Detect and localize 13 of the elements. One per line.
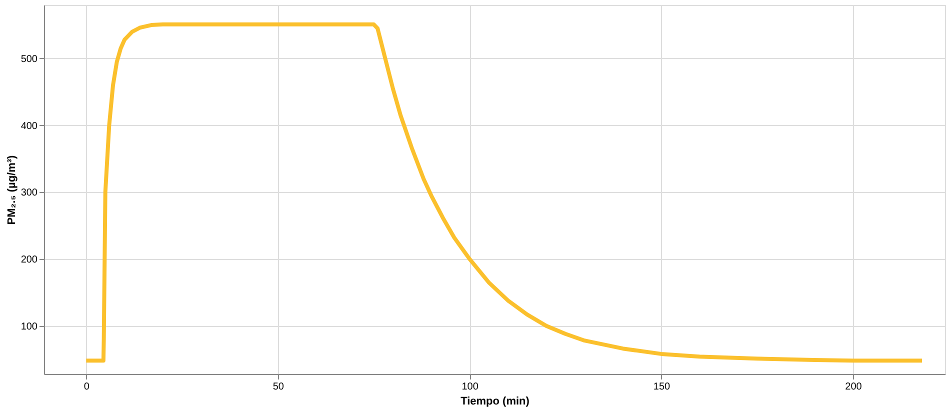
y-tick-label: 200 [20, 254, 38, 266]
y-tick-label: 100 [20, 321, 38, 332]
line-series [84, 22, 924, 363]
x-tick-label: 0 [84, 382, 90, 392]
y-tick-label: 400 [20, 120, 38, 132]
y-tick-label: 300 [20, 188, 38, 199]
x-tick-label: 50 [272, 382, 284, 392]
x-tick-label: 150 [653, 382, 671, 392]
x-tick-label: 100 [462, 382, 479, 392]
x-tick-label: 200 [845, 382, 862, 392]
x-axis-title: Tiempo (min) [460, 396, 530, 408]
y-axis-title: PM₂.₅ (µg/m³) [6, 154, 18, 225]
y-tick-label: 500 [20, 54, 38, 65]
